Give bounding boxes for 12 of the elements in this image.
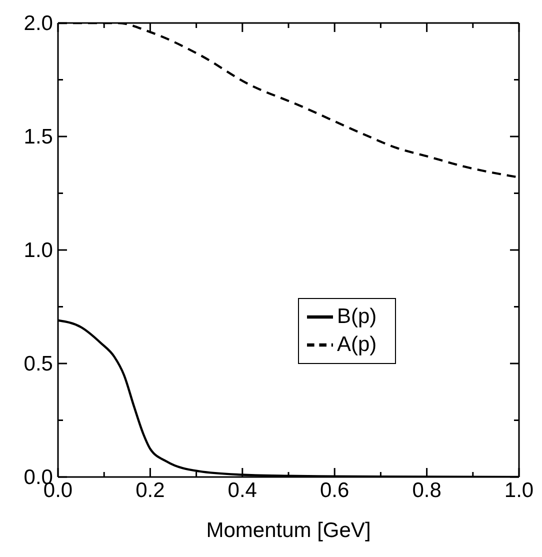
x-tick-label: 0.6 [320, 479, 350, 502]
y-tick-label: 1.0 [24, 239, 53, 262]
x-tick-label: 0.4 [228, 479, 258, 502]
y-tick-label: 0.5 [24, 352, 53, 376]
legend-label: A(p) [337, 333, 377, 356]
x-tick-label: 0.2 [136, 479, 165, 502]
y-tick-label: 2.0 [24, 12, 53, 35]
x-axis-title: Momentum [GeV] [206, 519, 371, 542]
x-tick-label: 1.0 [504, 479, 534, 502]
y-tick-label: 1.5 [24, 126, 53, 148]
legend-label: B(p) [337, 305, 377, 328]
x-tick-label: 0.8 [412, 479, 442, 502]
